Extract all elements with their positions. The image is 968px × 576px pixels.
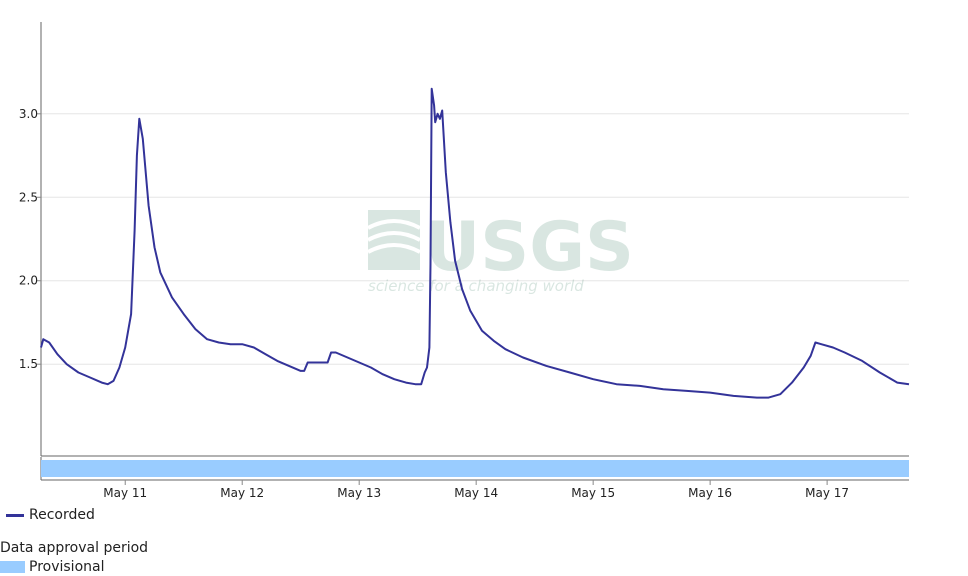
legend-recorded: Recorded <box>6 507 95 523</box>
series-line-recorded <box>40 87 910 399</box>
x-tick-label: May 15 <box>571 486 615 500</box>
x-tick-label: May 17 <box>805 486 849 500</box>
approval-band <box>41 460 909 477</box>
y-axis-ticks: 1.5 2.0 2.5 3.0 <box>19 107 41 371</box>
x-tick-label: May 11 <box>103 486 147 500</box>
usgs-watermark: USGS science for a changing world <box>367 208 634 295</box>
y-tick-label: 1.5 <box>19 357 38 371</box>
grid-lines <box>41 113 909 365</box>
x-tick-label: May 12 <box>220 486 264 500</box>
y-tick-label: 2.5 <box>19 190 38 204</box>
watermark-tagline: science for a changing world <box>368 277 584 295</box>
usgs-logo-icon <box>367 210 421 270</box>
watermark-name: USGS <box>425 208 634 287</box>
provisional-band <box>41 460 909 477</box>
y-tick-label: 3.0 <box>19 107 38 121</box>
legend-provisional: Provisional <box>0 559 104 575</box>
legend-recorded-label: Recorded <box>29 507 95 523</box>
approval-period-title: Data approval period <box>0 540 149 556</box>
provisional-swatch <box>0 561 25 573</box>
x-tick-label: May 14 <box>454 486 498 500</box>
x-tick-label: May 16 <box>688 486 732 500</box>
series-layer <box>40 87 910 399</box>
x-tick-label: May 13 <box>337 486 381 500</box>
x-axis-ticks: May 11 May 12 May 13 May 14 May 15 May 16 May … <box>103 480 849 500</box>
legend-line-swatch <box>6 513 24 517</box>
y-tick-label: 2.0 <box>19 274 38 288</box>
provisional-label: Provisional <box>29 559 105 575</box>
